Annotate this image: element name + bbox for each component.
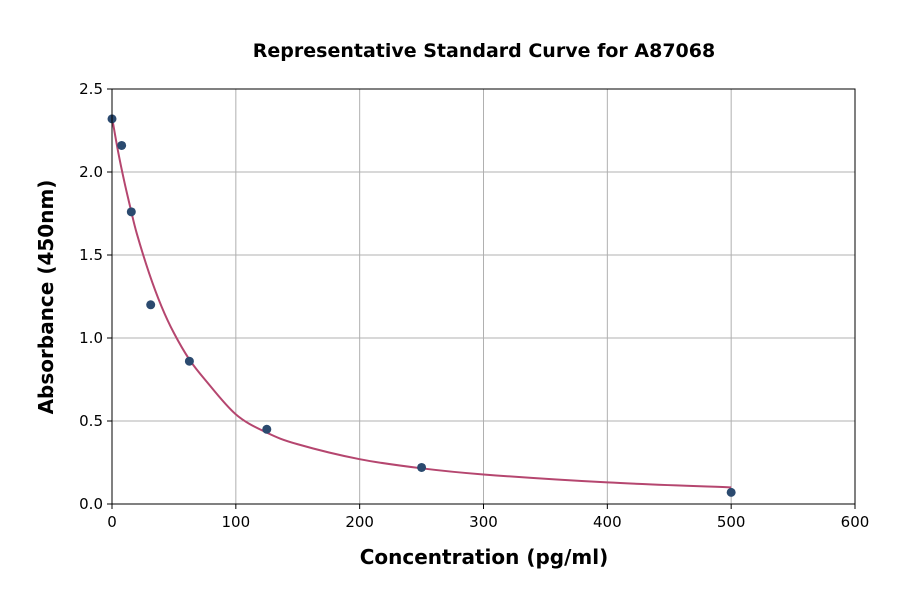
x-tick-label: 200 <box>345 513 374 531</box>
y-tick-label: 2.5 <box>79 80 103 98</box>
x-axis-label: Concentration (pg/ml) <box>360 545 609 569</box>
chart-title: Representative Standard Curve for A87068 <box>253 40 715 62</box>
data-point <box>262 424 272 434</box>
y-tick-label: 0.5 <box>79 412 103 430</box>
data-point <box>117 140 127 150</box>
y-axis-label: Absorbance (450nm) <box>34 180 58 415</box>
y-tick-label: 1.5 <box>79 246 103 264</box>
x-tick-label: 600 <box>841 513 870 531</box>
fit-curve <box>111 117 732 489</box>
x-tick-label: 0 <box>107 513 117 531</box>
x-axis-ticks: 0 100 200 300 400 500 600 <box>107 504 869 531</box>
data-point <box>126 207 136 217</box>
data-point <box>184 356 194 366</box>
y-axis-ticks: 0.0 0.5 1.0 1.5 2.0 2.5 <box>79 80 112 513</box>
data-point <box>146 300 156 310</box>
x-tick-label: 500 <box>717 513 746 531</box>
grid <box>111 88 856 505</box>
y-tick-label: 0.0 <box>79 495 103 513</box>
x-tick-label: 400 <box>593 513 622 531</box>
y-tick-label: 1.0 <box>79 329 103 347</box>
data-point <box>417 462 427 472</box>
y-tick-label: 2.0 <box>79 163 103 181</box>
x-tick-label: 100 <box>222 513 251 531</box>
fit-curve-layer <box>111 117 732 489</box>
x-tick-label: 300 <box>469 513 498 531</box>
data-points <box>107 114 736 497</box>
data-point <box>726 487 736 497</box>
